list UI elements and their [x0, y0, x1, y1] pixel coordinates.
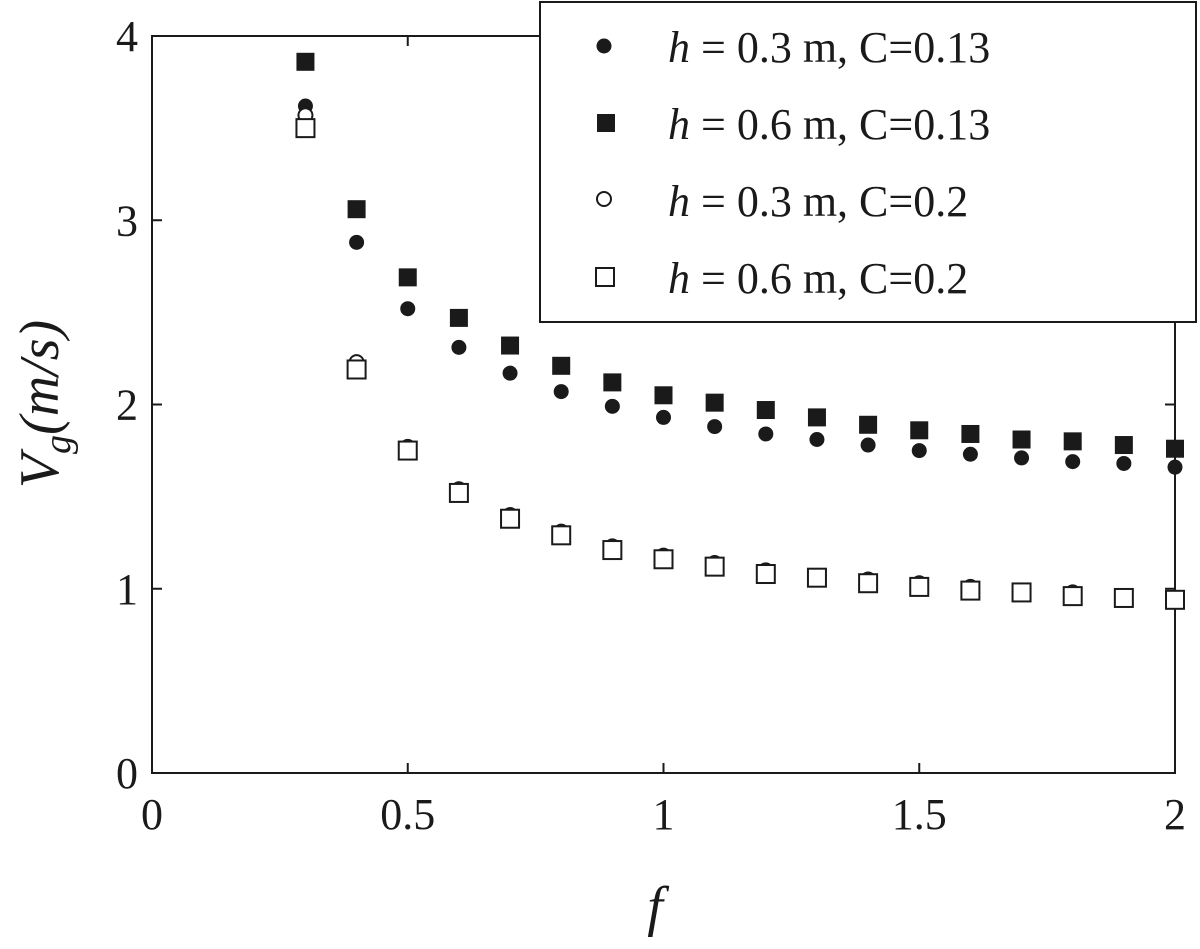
data-point-open-square: [602, 540, 623, 561]
x-axis-label: f: [647, 876, 670, 938]
data-point-filled-square: [859, 415, 878, 434]
legend-label-3: h = 0.3 m, C=0.2: [668, 177, 968, 226]
data-point-filled-circle: [962, 446, 978, 462]
data-point-filled-circle: [1116, 455, 1132, 471]
data-point-open-square: [346, 359, 367, 380]
data-point-filled-square: [449, 308, 468, 327]
legend-label-4: h = 0.6 m, C=0.2: [668, 254, 968, 303]
legend-label-3-var: h: [668, 177, 690, 226]
data-point-filled-square: [910, 421, 929, 440]
data-point-filled-square: [347, 200, 366, 219]
legend-label-4-var: h: [668, 254, 690, 303]
data-point-filled-square: [1166, 439, 1184, 458]
data-point-filled-circle: [553, 384, 569, 400]
legend-label-2-var: h: [668, 100, 690, 149]
data-markers: [295, 52, 1185, 610]
y-tick-label: 4: [116, 12, 138, 61]
data-point-open-square: [295, 118, 316, 139]
legend-marker-filled-square: [597, 114, 615, 132]
data-point-open-square: [1062, 586, 1083, 607]
data-point-filled-square: [296, 52, 315, 71]
data-point-filled-square: [1012, 430, 1031, 449]
legend-item-4: h = 0.6 m, C=0.2: [595, 254, 968, 303]
legend-label-1: h = 0.3 m, C=0.13: [668, 23, 990, 72]
legend-label-2: h = 0.6 m, C=0.13: [668, 100, 990, 149]
data-point-open-square: [704, 556, 725, 577]
legend-label-1-text: = 0.3 m, C=0.13: [690, 23, 990, 72]
data-point-filled-circle: [1065, 454, 1081, 470]
data-point-filled-square: [961, 424, 980, 443]
data-point-filled-circle: [451, 339, 467, 355]
x-tick-label: 0: [141, 790, 163, 839]
data-point-open-square: [755, 564, 776, 585]
data-point-open-square: [653, 549, 674, 570]
legend-marker-open-square: [595, 267, 615, 287]
data-point-open-square: [1165, 589, 1185, 610]
data-point-filled-square: [1114, 436, 1133, 455]
data-point-filled-circle: [656, 409, 671, 425]
data-point-filled-square: [398, 268, 417, 287]
data-point-filled-circle: [349, 234, 365, 250]
data-point-filled-square: [603, 373, 622, 392]
data-point-filled-square: [807, 408, 826, 427]
data-point-filled-circle: [604, 398, 620, 414]
data-point-filled-circle: [860, 437, 876, 453]
data-point-filled-circle: [911, 443, 927, 459]
legend-marker-filled-circle: [596, 38, 612, 54]
legend-label-4-text: = 0.6 m, C=0.2: [690, 254, 968, 303]
data-point-filled-square: [654, 386, 673, 405]
x-tick-label: 1: [653, 790, 675, 839]
data-point-filled-circle: [1167, 459, 1183, 475]
data-point-filled-circle: [400, 301, 416, 317]
legend-label-3-text: = 0.3 m, C=0.2: [690, 177, 968, 226]
legend: h = 0.3 m, C=0.13 h = 0.6 m, C=0.13 h = …: [539, 1, 1197, 323]
data-point-filled-circle: [809, 432, 825, 448]
data-point-open-square: [858, 573, 879, 594]
y-axis-label-main: V: [9, 448, 71, 488]
legend-label-2-text: = 0.6 m, C=0.13: [690, 100, 990, 149]
y-axis-label-subscript: g: [37, 435, 79, 454]
x-axis: 0 0.5 1 1.5 2: [141, 36, 1186, 839]
data-point-open-square: [909, 576, 930, 597]
data-point-filled-square: [501, 336, 520, 355]
y-tick-label: 1: [116, 565, 138, 614]
legend-marker-open-circle: [596, 191, 612, 207]
x-tick-label: 2: [1164, 790, 1186, 839]
data-point-open-square: [448, 482, 469, 503]
data-point-open-square: [960, 580, 981, 601]
data-point-filled-circle: [707, 419, 723, 435]
y-tick-label: 2: [116, 381, 138, 430]
legend-item-1: h = 0.3 m, C=0.13: [596, 23, 990, 72]
x-tick-label: 1.5: [892, 790, 947, 839]
legend-item-2: h = 0.6 m, C=0.13: [597, 100, 990, 149]
data-point-open-square: [1011, 582, 1032, 603]
y-axis-label: Vg(m/s): [9, 320, 79, 488]
data-point-open-square: [500, 508, 521, 529]
y-tick-label: 0: [116, 749, 138, 798]
data-point-filled-circle: [1014, 450, 1030, 466]
data-point-open-square: [551, 525, 572, 546]
y-axis-label-units: (m/s): [9, 320, 71, 435]
data-point-filled-square: [705, 393, 724, 412]
data-point-filled-circle: [758, 426, 774, 442]
data-point-open-square: [806, 567, 827, 588]
x-tick-label: 0.5: [380, 790, 435, 839]
data-point-open-square: [1113, 587, 1134, 608]
data-point-open-square: [397, 440, 418, 461]
data-point-filled-square: [552, 356, 571, 375]
legend-box: [539, 1, 1197, 323]
data-point-filled-circle: [502, 365, 518, 381]
data-point-filled-square: [756, 401, 775, 420]
legend-item-3: h = 0.3 m, C=0.2: [596, 177, 968, 226]
data-point-filled-square: [1063, 432, 1082, 451]
y-tick-label: 3: [116, 196, 138, 245]
legend-label-1-var: h: [668, 23, 690, 72]
